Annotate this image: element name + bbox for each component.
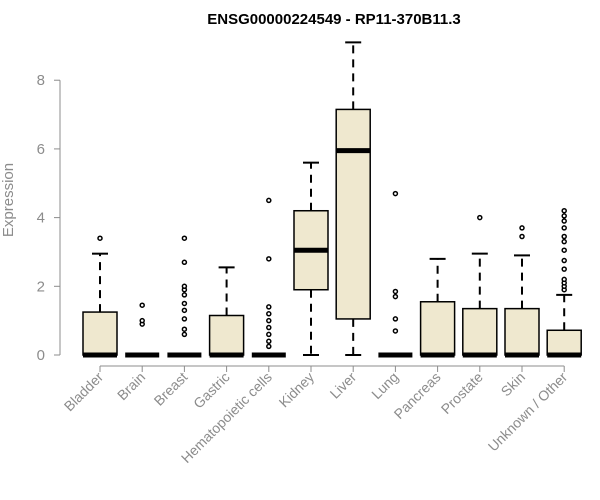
- box-lung: [378, 190, 413, 358]
- outlier-point: [139, 302, 145, 308]
- outlier-point: [266, 304, 272, 310]
- x-tick-label-brain: Brain: [114, 369, 148, 403]
- outlier-point: [97, 235, 103, 241]
- outlier-point: [181, 307, 188, 314]
- outlier-point: [266, 311, 272, 317]
- y-tick-label-8: 8: [37, 72, 45, 89]
- box-pancreas: [419, 257, 456, 358]
- x-tick-label-lung: Lung: [368, 369, 401, 402]
- x-tick-label-breast: Breast: [151, 369, 191, 409]
- y-tick-label-2: 2: [37, 278, 45, 295]
- outlier-point: [266, 324, 272, 331]
- box-bladder: [82, 235, 118, 358]
- x-tick-label-prostate: Prostate: [438, 369, 486, 417]
- x-tick-label-kidney: Kidney: [276, 369, 318, 411]
- x-tick-label-skin: Skin: [498, 369, 529, 400]
- outlier-point: [561, 257, 567, 264]
- box-kidney: [293, 161, 329, 356]
- outlier-point: [477, 214, 483, 221]
- outlier-point: [181, 316, 188, 322]
- x-tick-label-pancreas: Pancreas: [391, 369, 444, 422]
- outlier-point: [519, 225, 525, 231]
- y-tick-label-4: 4: [37, 210, 45, 227]
- box-skin: [504, 225, 540, 358]
- box-body: [504, 307, 540, 356]
- outlier-point: [392, 288, 399, 295]
- outlier-point: [181, 292, 188, 298]
- axes-group: 0 2 4 6 8: [37, 72, 565, 372]
- outlier-point: [392, 293, 399, 300]
- outlier-point: [561, 233, 567, 240]
- box-body: [208, 314, 245, 356]
- outlier-point: [181, 259, 188, 266]
- outlier-point: [181, 283, 188, 290]
- outlier-point: [266, 256, 272, 262]
- outlier-point: [266, 197, 272, 204]
- outlier-point: [561, 225, 567, 231]
- outlier-point: [561, 266, 567, 272]
- outlier-point: [266, 317, 272, 324]
- box-unknown-other: [546, 207, 582, 358]
- box-body: [546, 329, 582, 356]
- box-body: [335, 108, 371, 320]
- box-hematopoietic-cells: [251, 197, 286, 358]
- box-prostate: [462, 214, 498, 358]
- outlier-point: [561, 213, 567, 219]
- outlier-point: [561, 238, 567, 245]
- box-liver: [335, 41, 371, 356]
- box-gastric: [208, 266, 245, 358]
- boxes-group: [82, 41, 582, 358]
- y-axis-label: Expression: [0, 163, 17, 237]
- box-body: [462, 307, 498, 356]
- outlier-point: [181, 300, 188, 307]
- outlier-point: [266, 331, 272, 338]
- x-tick-label-bladder: Bladder: [61, 369, 107, 415]
- y-tick-label-0: 0: [37, 347, 45, 364]
- outlier-point: [266, 338, 272, 345]
- outlier-point: [266, 343, 272, 350]
- outlier-point: [519, 233, 525, 240]
- y-tick-label-6: 6: [37, 141, 45, 158]
- outlier-point: [561, 276, 567, 283]
- outlier-point: [561, 218, 567, 224]
- outlier-point: [139, 317, 145, 324]
- box-brain: [125, 302, 160, 358]
- chart-title: ENSG00000224549 - RP11-370B11.3: [207, 11, 461, 28]
- outlier-point: [181, 331, 188, 338]
- box-breast: [167, 235, 202, 358]
- outlier-point: [561, 207, 567, 214]
- outlier-point: [181, 235, 188, 241]
- box-body: [419, 301, 456, 356]
- outlier-point: [392, 316, 399, 322]
- outlier-point: [392, 190, 399, 197]
- outlier-point: [392, 328, 399, 334]
- x-tick-label-liver: Liver: [327, 369, 360, 402]
- x-tick-label-unknown-other: Unknown / Other: [485, 369, 571, 455]
- outlier-point: [181, 326, 188, 332]
- outlier-point: [561, 247, 567, 253]
- box-body: [82, 311, 118, 356]
